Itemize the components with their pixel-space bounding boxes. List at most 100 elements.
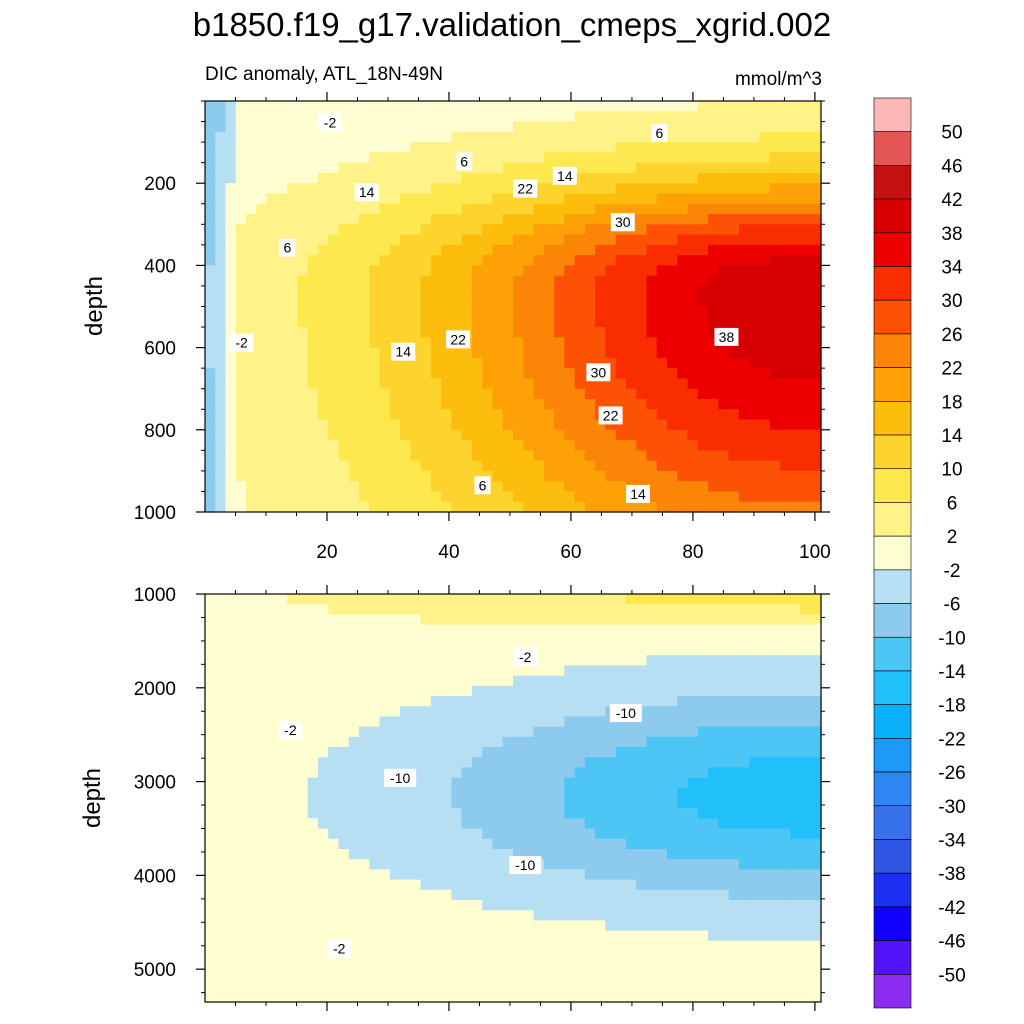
field-cell <box>492 736 504 748</box>
field-cell <box>810 501 822 513</box>
field-cell <box>728 971 740 983</box>
field-cell <box>502 951 514 962</box>
field-cell <box>502 604 514 615</box>
field-cell <box>554 991 565 1003</box>
field-cell <box>348 398 360 410</box>
field-cell <box>430 347 442 359</box>
field-cell <box>348 409 360 421</box>
field-cell <box>738 655 750 666</box>
field-cell <box>574 306 586 318</box>
field-cell <box>769 121 781 133</box>
field-cell <box>738 920 750 932</box>
field-cell <box>420 594 432 605</box>
field-cell <box>677 808 689 819</box>
field-cell <box>338 327 350 338</box>
field-cell <box>225 429 237 441</box>
field-cell <box>656 767 668 779</box>
field-cell <box>677 234 689 246</box>
field-cell <box>235 879 247 891</box>
field-cell <box>235 859 247 870</box>
field-cell <box>420 285 432 297</box>
field-cell <box>625 203 637 215</box>
field-cell <box>471 736 483 748</box>
field-cell <box>256 388 268 400</box>
field-cell <box>256 685 268 697</box>
field-cell <box>667 172 678 184</box>
upper-contour-field <box>205 101 822 513</box>
field-cell <box>317 327 329 338</box>
field-cell <box>595 675 606 687</box>
field-cell <box>502 594 514 605</box>
field-cell <box>338 838 350 850</box>
field-cell <box>554 470 565 482</box>
field-cell <box>502 388 514 400</box>
field-cell <box>307 736 319 748</box>
field-cell <box>276 419 288 431</box>
field-cell <box>400 214 411 225</box>
contour-label: -2 <box>278 721 303 739</box>
field-cell <box>205 234 216 246</box>
field-cell <box>461 275 473 287</box>
field-cell <box>287 889 298 901</box>
field-cell <box>687 798 699 809</box>
field-cell <box>636 910 648 921</box>
field-cell <box>677 347 689 359</box>
field-cell <box>369 726 381 738</box>
field-cell <box>656 378 668 390</box>
field-cell <box>205 879 216 891</box>
field-cell <box>482 357 494 369</box>
field-cell <box>564 193 576 205</box>
field-cell <box>389 234 401 246</box>
field-cell <box>646 214 658 225</box>
field-cell <box>359 900 370 911</box>
field-cell <box>708 594 719 605</box>
field-cell <box>564 655 576 666</box>
field-cell <box>718 757 730 768</box>
field-cell <box>256 971 268 983</box>
field-cell <box>235 696 247 707</box>
field-cell <box>246 193 257 205</box>
field-cell <box>779 787 791 799</box>
field-cell <box>564 306 576 318</box>
field-cell <box>471 121 483 133</box>
field-cell <box>584 869 596 881</box>
field-cell <box>389 316 401 328</box>
field-cell <box>276 777 288 789</box>
field-cell <box>225 460 237 472</box>
field-cell <box>389 265 401 277</box>
field-cell <box>317 357 329 369</box>
field-cell <box>461 183 473 195</box>
field-cell <box>615 961 627 972</box>
field-cell <box>800 675 812 687</box>
field-cell <box>615 162 627 174</box>
field-cell <box>564 757 576 768</box>
field-cell <box>543 787 555 799</box>
field-cell <box>646 265 658 277</box>
field-cell <box>461 879 473 891</box>
field-cell <box>738 296 750 308</box>
field-cell <box>297 409 309 421</box>
field-cell <box>564 357 576 369</box>
field-cell <box>266 777 278 789</box>
field-cell <box>574 685 586 697</box>
field-cell <box>461 849 473 860</box>
field-cell <box>800 767 812 779</box>
field-cell <box>287 203 298 215</box>
field-cell <box>246 203 257 215</box>
field-cell <box>646 818 658 830</box>
field-cell <box>523 275 535 287</box>
field-cell <box>502 767 514 779</box>
field-cell <box>728 419 740 431</box>
field-cell <box>625 614 637 626</box>
field-cell <box>810 460 822 472</box>
field-cell <box>605 347 617 359</box>
field-cell <box>810 306 822 318</box>
field-cell <box>205 429 216 441</box>
field-cell <box>287 183 298 195</box>
field-cell <box>451 716 463 728</box>
field-cell <box>605 940 617 952</box>
field-cell <box>317 501 329 513</box>
field-cell <box>266 440 278 451</box>
field-cell <box>625 624 637 636</box>
field-cell <box>420 244 432 256</box>
